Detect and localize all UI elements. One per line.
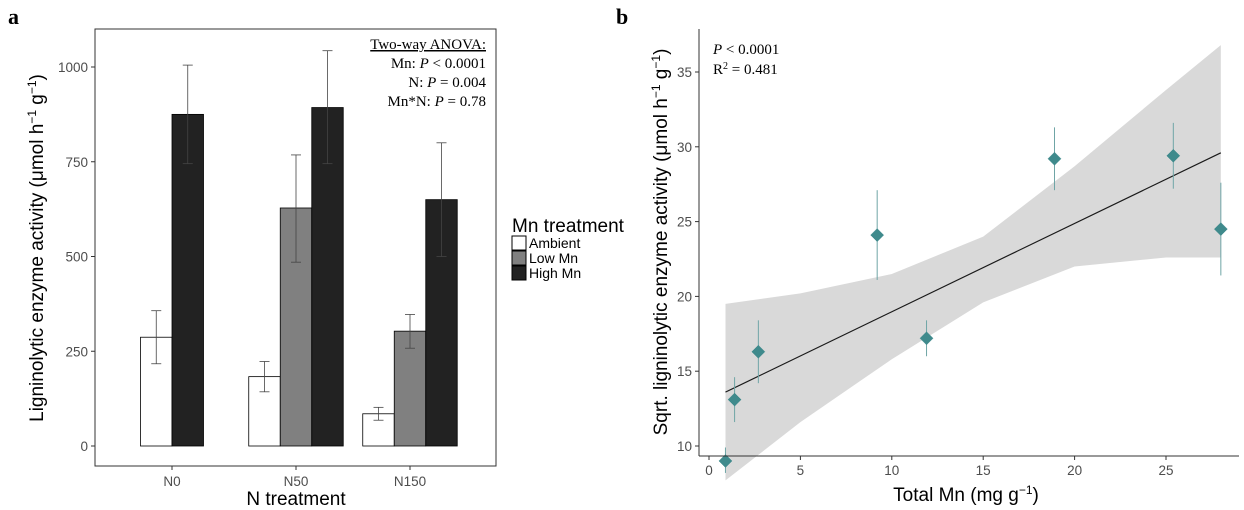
y-tick-label: 250 <box>65 344 88 359</box>
scatter-y-axis: 10 15 20 25 30 35 <box>677 65 699 454</box>
bar-marks <box>140 50 458 447</box>
p-value-text: P < 0.0001 <box>712 42 779 58</box>
regression-stats: P < 0.0001 R2 = 0.481 <box>712 42 779 78</box>
confidence-band-area <box>725 45 1221 481</box>
anova-line-n: N: P = 0.004 <box>408 75 486 91</box>
legend-swatch-ambient <box>511 235 527 251</box>
scatter-chart-panel: 10 15 20 25 30 35 0 5 10 15 20 25 <box>677 29 1239 481</box>
x-tick-label: N0 <box>163 474 180 489</box>
x-tick-label: 5 <box>797 463 805 478</box>
x-tick-label: 20 <box>1067 463 1082 478</box>
data-point-4 <box>870 228 885 242</box>
y-tick-label: 20 <box>677 289 692 304</box>
legend-swatch-low-mn <box>511 250 527 266</box>
fit-line <box>725 152 1222 393</box>
anova-line-interaction: Mn*N: P = 0.78 <box>388 94 486 110</box>
y-tick-label: 35 <box>677 65 692 80</box>
panel-b-label: b <box>616 4 628 29</box>
data-point-3 <box>751 344 766 359</box>
legend-label-high-mn: High Mn <box>529 265 581 281</box>
data-point-1 <box>718 454 733 468</box>
anova-annotation: Two-way ANOVA: Mn: P < 0.0001 N: P = 0.0… <box>370 37 486 110</box>
data-point-6 <box>1047 151 1062 166</box>
bar-x-axis: N0 N50 N150 <box>163 466 426 489</box>
data-point-7 <box>1166 148 1181 163</box>
x-tick-label: 10 <box>884 463 899 478</box>
y-tick-label: 500 <box>65 250 88 265</box>
anova-title: Two-way ANOVA: <box>370 37 486 53</box>
y-tick-label: 30 <box>677 140 692 155</box>
bar-n0-high-mn <box>171 113 204 447</box>
confidence-band <box>725 45 1221 481</box>
legend-swatch-high-mn <box>511 265 527 281</box>
data-point-5 <box>919 331 934 346</box>
y-tick-label: 1000 <box>58 60 88 75</box>
scatter-x-axis: 0 5 10 15 20 25 <box>705 456 1174 478</box>
legend-label-ambient: Ambient <box>529 235 580 251</box>
r-squared-text: R2 = 0.481 <box>713 61 778 79</box>
x-tick-label: 25 <box>1158 463 1173 478</box>
regression-line <box>725 152 1222 393</box>
y-tick-label: 15 <box>677 364 692 379</box>
bar-y-axis-label: Ligninolytic enzyme activity (μmol h−1 g… <box>25 74 48 422</box>
data-point-2 <box>727 392 742 407</box>
scatter-marks <box>718 122 1228 473</box>
legend: Mn treatment Ambient Low Mn High Mn <box>511 216 625 281</box>
y-tick-label: 10 <box>677 439 692 454</box>
legend-title: Mn treatment <box>512 216 625 237</box>
bar-x-axis-label: N treatment <box>246 489 346 510</box>
x-tick-label: 0 <box>705 463 713 478</box>
x-tick-label: 15 <box>976 463 991 478</box>
bar-chart-panel: 0 250 500 750 1000 N0 N50 N150 <box>58 28 497 489</box>
x-tick-label: N50 <box>284 474 309 489</box>
y-tick-label: 750 <box>65 155 88 170</box>
legend-label-low-mn: Low Mn <box>529 250 578 266</box>
bar-n150-low-mn <box>393 330 427 447</box>
panel-a-label: a <box>8 4 19 29</box>
y-tick-label: 25 <box>677 215 692 230</box>
data-point-8 <box>1213 222 1228 236</box>
bar-y-axis: 0 250 500 750 1000 <box>58 60 95 454</box>
anova-line-mn: Mn: P < 0.0001 <box>391 56 486 72</box>
scatter-y-axis-label: Sqrt. ligninolytic enzyme activity (μmol… <box>649 49 672 436</box>
x-tick-label: N150 <box>394 474 426 489</box>
y-tick-label: 0 <box>80 439 88 454</box>
scatter-x-axis-label: Total Mn (mg g−1) <box>893 483 1039 506</box>
